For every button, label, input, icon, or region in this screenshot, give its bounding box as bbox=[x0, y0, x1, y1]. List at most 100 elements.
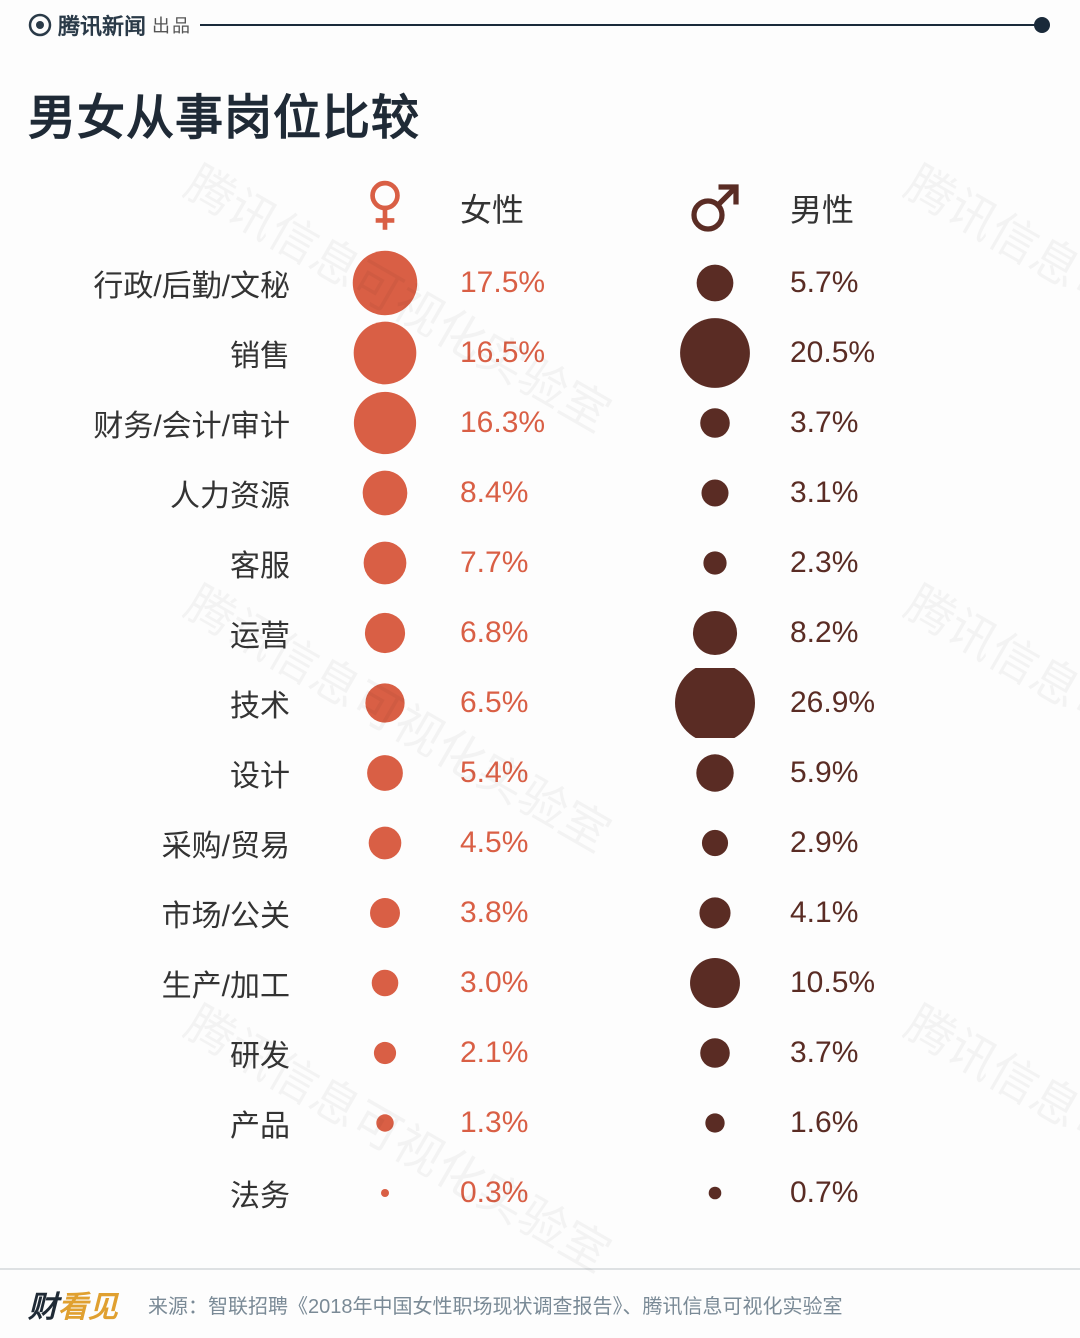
chart-header: 女性 男性 bbox=[0, 168, 1030, 248]
female-dot bbox=[320, 948, 450, 1018]
category-label: 采购/贸易 bbox=[0, 821, 320, 865]
brand-suffix: 出品 bbox=[152, 12, 192, 38]
table-row: 采购/贸易 4.5% 2.9% bbox=[0, 808, 1030, 878]
category-label: 人力资源 bbox=[0, 471, 320, 515]
male-dot bbox=[650, 808, 780, 878]
source-text: 来源：智联招聘《2018年中国女性职场现状调查报告》、腾讯信息可视化实验室 bbox=[148, 1290, 843, 1319]
male-percent: 2.3% bbox=[780, 546, 980, 580]
table-row: 产品 1.3% 1.6% bbox=[0, 1088, 1030, 1158]
male-percent: 3.7% bbox=[780, 1036, 980, 1070]
table-row: 市场/公关 3.8% 4.1% bbox=[0, 878, 1030, 948]
female-percent: 7.7% bbox=[450, 546, 650, 580]
female-dot bbox=[320, 1018, 450, 1088]
footer: 财看见 来源：智联招聘《2018年中国女性职场现状调查报告》、腾讯信息可视化实验… bbox=[0, 1268, 1080, 1338]
table-row: 研发 2.1% 3.7% bbox=[0, 1018, 1030, 1088]
male-percent: 4.1% bbox=[780, 896, 980, 930]
male-dot bbox=[650, 248, 780, 318]
category-label: 技术 bbox=[0, 681, 320, 725]
female-dot bbox=[320, 598, 450, 668]
female-dot bbox=[320, 318, 450, 388]
female-percent: 4.5% bbox=[450, 826, 650, 860]
male-dot bbox=[650, 598, 780, 668]
female-percent: 16.3% bbox=[450, 406, 650, 440]
female-dot bbox=[320, 808, 450, 878]
table-row: 生产/加工 3.0% 10.5% bbox=[0, 948, 1030, 1018]
category-label: 市场/公关 bbox=[0, 891, 320, 935]
male-dot bbox=[650, 668, 780, 738]
header-dot bbox=[1034, 17, 1050, 33]
male-percent: 10.5% bbox=[780, 966, 980, 1000]
male-dot bbox=[650, 318, 780, 388]
table-row: 客服 7.7% 2.3% bbox=[0, 528, 1030, 598]
table-row: 法务 0.3% 0.7% bbox=[0, 1158, 1030, 1228]
category-label: 行政/后勤/文秘 bbox=[0, 261, 320, 305]
female-percent: 16.5% bbox=[450, 336, 650, 370]
male-percent: 3.1% bbox=[780, 476, 980, 510]
male-icon bbox=[650, 180, 780, 236]
female-percent: 1.3% bbox=[450, 1106, 650, 1140]
table-row: 设计5.4%5.9% bbox=[0, 738, 1030, 808]
female-percent: 3.8% bbox=[450, 896, 650, 930]
female-percent: 2.1% bbox=[450, 1036, 650, 1070]
female-dot bbox=[320, 388, 450, 458]
male-percent: 3.7% bbox=[780, 406, 980, 440]
table-row: 销售 16.5% 20.5% bbox=[0, 318, 1030, 388]
female-percent: 8.4% bbox=[450, 476, 650, 510]
male-percent: 0.7% bbox=[780, 1176, 980, 1210]
male-dot bbox=[650, 388, 780, 458]
footer-logo-accent: 看见 bbox=[58, 1282, 118, 1326]
male-dot bbox=[650, 948, 780, 1018]
female-dot bbox=[320, 668, 450, 738]
category-label: 法务 bbox=[0, 1171, 320, 1215]
male-percent: 8.2% bbox=[780, 616, 980, 650]
male-percent: 1.6% bbox=[780, 1106, 980, 1140]
male-percent: 20.5% bbox=[780, 336, 980, 370]
male-dot bbox=[650, 528, 780, 598]
male-dot bbox=[650, 1018, 780, 1088]
male-header-label: 男性 bbox=[780, 185, 980, 231]
female-dot bbox=[320, 458, 450, 528]
female-dot bbox=[320, 738, 450, 808]
female-percent: 6.8% bbox=[450, 616, 650, 650]
brand-name: 腾讯新闻 bbox=[58, 9, 146, 41]
header-divider bbox=[200, 24, 1040, 26]
male-dot bbox=[650, 738, 780, 808]
comparison-chart: 女性 男性 行政/后勤/文秘 17.5% 5.7% 销售 16.5% 20.5% 财务/会计… bbox=[0, 158, 1080, 1228]
male-dot bbox=[650, 1158, 780, 1228]
female-dot bbox=[320, 1158, 450, 1228]
category-label: 生产/加工 bbox=[0, 961, 320, 1005]
female-percent: 6.5% bbox=[450, 686, 650, 720]
top-bar: 腾讯新闻 出品 bbox=[0, 0, 1080, 50]
table-row: 行政/后勤/文秘 17.5% 5.7% bbox=[0, 248, 1030, 318]
category-label: 产品 bbox=[0, 1101, 320, 1145]
female-dot bbox=[320, 878, 450, 948]
male-dot bbox=[650, 458, 780, 528]
tencent-news-icon bbox=[28, 13, 52, 37]
category-label: 客服 bbox=[0, 541, 320, 585]
male-percent: 2.9% bbox=[780, 826, 980, 860]
female-percent: 0.3% bbox=[450, 1176, 650, 1210]
table-row: 财务/会计/审计 16.3% 3.7% bbox=[0, 388, 1030, 458]
category-label: 设计 bbox=[0, 751, 320, 795]
female-percent: 17.5% bbox=[450, 266, 650, 300]
category-label: 研发 bbox=[0, 1031, 320, 1075]
female-dot bbox=[320, 528, 450, 598]
female-header-label: 女性 bbox=[450, 185, 650, 231]
category-label: 运营 bbox=[0, 611, 320, 655]
female-percent: 3.0% bbox=[450, 966, 650, 1000]
page-title: 男女从事岗位比较 bbox=[0, 50, 1080, 158]
brand: 腾讯新闻 出品 bbox=[28, 9, 192, 41]
table-row: 技术 6.5% 26.9% bbox=[0, 668, 1030, 738]
male-dot bbox=[650, 878, 780, 948]
footer-logo-main: 财 bbox=[28, 1282, 58, 1326]
category-label: 销售 bbox=[0, 331, 320, 375]
female-icon bbox=[320, 180, 450, 236]
male-percent: 26.9% bbox=[780, 686, 980, 720]
female-dot bbox=[320, 1088, 450, 1158]
female-dot bbox=[320, 248, 450, 318]
category-label: 财务/会计/审计 bbox=[0, 401, 320, 445]
male-percent: 5.7% bbox=[780, 266, 980, 300]
footer-logo: 财看见 bbox=[28, 1282, 118, 1326]
table-row: 人力资源 8.4% 3.1% bbox=[0, 458, 1030, 528]
table-row: 运营 6.8% 8.2% bbox=[0, 598, 1030, 668]
